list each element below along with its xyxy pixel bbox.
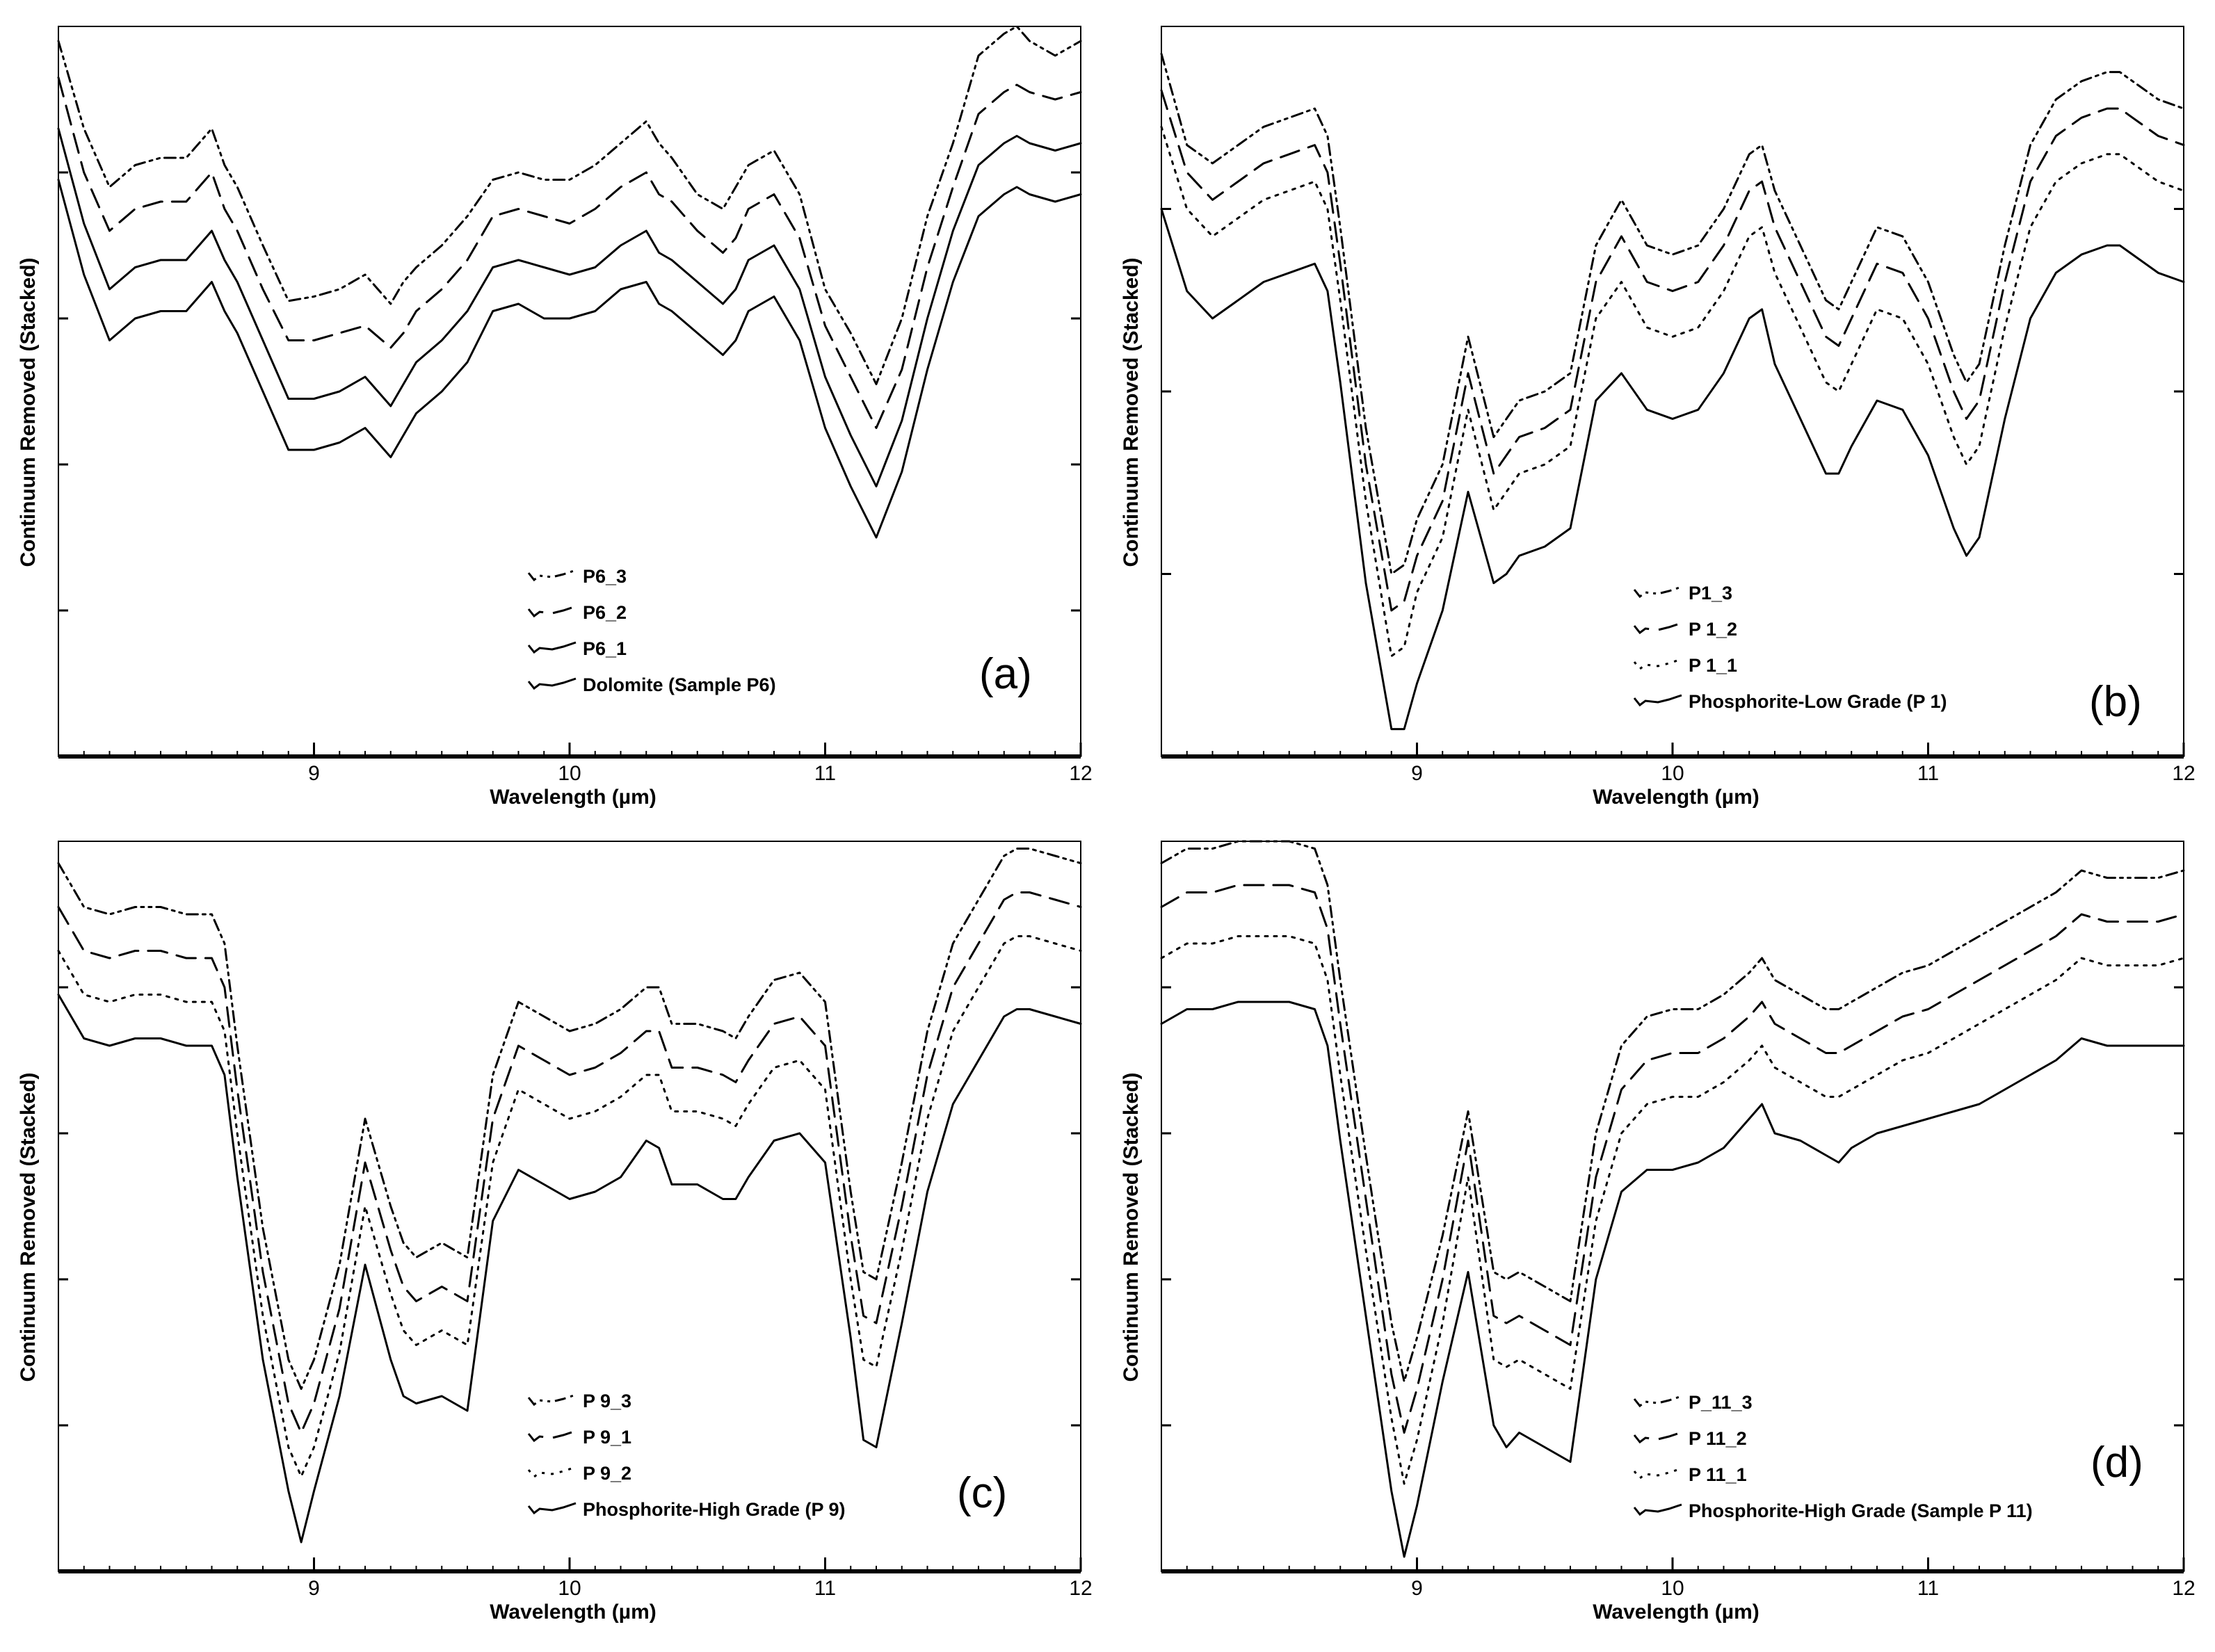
legend-swatch [527, 605, 577, 618]
legend-label: Phosphorite-High Grade (Sample P 11) [1689, 1500, 2033, 1521]
x-axis-label: Wavelength (µm) [1593, 786, 1759, 809]
chart-panel-d: 9 10 11 12 Wavelength (µm) Continuum Removed … [1120, 840, 2196, 1623]
legend-swatch [1633, 1503, 1682, 1516]
y-axis-label: Continuum Removed (Stacked) [1120, 1072, 1143, 1382]
series-line-2 [57, 891, 1082, 1434]
legend-swatch [1633, 1467, 1682, 1480]
series-line-4 [1160, 208, 2185, 731]
legend: P1_3 P 1_2 P 1_1 Phosphorite-Low Grade (P 1… [1633, 583, 1947, 712]
legend-label: Phosphorite-High Grade (P 9) [583, 1499, 846, 1520]
legend-label: P 9_3 [583, 1391, 631, 1411]
panel-label: (b) [2089, 678, 2142, 726]
x-axis-label: Wavelength (µm) [490, 786, 657, 809]
legend-label: P 9_2 [583, 1463, 631, 1484]
plot-frame [1161, 26, 2184, 757]
legend: P 9_3 P 9_1 P 9_2 Phosphorite-High Grade (P… [527, 1391, 846, 1520]
legend-label: Dolomite (Sample P6) [583, 674, 776, 695]
plot-frame [58, 26, 1081, 757]
chart-panel-b: 9 10 11 12 Wavelength (µm) Continuum Removed … [1120, 26, 2196, 809]
legend-swatch [527, 641, 577, 654]
series-line-2 [57, 76, 1082, 429]
legend-label: P6_2 [583, 602, 627, 623]
chart-panel-a: 9 10 11 12 Wavelength (µm) Continuum Removed … [17, 25, 1093, 809]
x-tick-label: 9 [1411, 1577, 1423, 1600]
legend-swatch [527, 1393, 577, 1407]
legend-swatch [1633, 694, 1682, 707]
x-tick-label: 11 [814, 1577, 836, 1600]
series-line-2 [1160, 884, 2185, 1434]
legend-label: P6_3 [583, 566, 627, 587]
legend-label: P_11_3 [1689, 1392, 1753, 1413]
legend-label: Phosphorite-Low Grade (P 1) [1689, 691, 1947, 712]
x-tick-label: 12 [2172, 1577, 2195, 1600]
legend-swatch [1633, 1431, 1682, 1444]
x-axis-label: Wavelength (µm) [490, 1601, 657, 1623]
legend-swatch [527, 1502, 577, 1515]
legend-label: P6_1 [583, 638, 627, 659]
legend-label: P 11_1 [1689, 1464, 1747, 1485]
x-tick-label: 10 [558, 762, 581, 785]
plot-frame [58, 841, 1081, 1572]
y-axis-label: Continuum Removed (Stacked) [17, 257, 40, 567]
legend-swatch [1633, 622, 1682, 635]
series-line-4 [1160, 1001, 2185, 1558]
series-line-1 [1160, 840, 2185, 1383]
series-line-3 [1160, 125, 2185, 658]
x-tick-label: 11 [814, 762, 836, 785]
panel-label: (c) [957, 1469, 1007, 1517]
series-line-1 [57, 25, 1082, 385]
legend-swatch [1633, 658, 1682, 671]
legend-swatch [527, 1430, 577, 1443]
x-tick-label: 12 [1069, 1577, 1092, 1600]
panel-label: (d) [2091, 1439, 2143, 1487]
legend-label: P 11_2 [1689, 1428, 1747, 1449]
legend-swatch [527, 1466, 577, 1479]
x-tick-label: 10 [558, 1577, 581, 1600]
legend-label: P 1_1 [1689, 655, 1737, 676]
x-tick-label: 10 [1661, 1577, 1684, 1600]
legend-swatch [527, 677, 577, 690]
legend-label: P 9_1 [583, 1427, 631, 1448]
x-tick-label: 9 [308, 1577, 320, 1600]
panel-label: (a) [979, 650, 1032, 698]
legend-label: P 1_2 [1689, 619, 1737, 640]
series-line-4 [57, 994, 1082, 1544]
x-tick-label: 9 [308, 762, 320, 785]
series-line-3 [57, 935, 1082, 1477]
legend-swatch [527, 569, 577, 582]
x-axis-label: Wavelength (µm) [1593, 1601, 1759, 1623]
x-tick-label: 12 [1069, 762, 1092, 785]
series-line-2 [1160, 89, 2185, 612]
x-tick-label: 11 [1917, 1577, 1939, 1600]
x-tick-label: 12 [2172, 762, 2195, 785]
y-axis-label: Continuum Removed (Stacked) [17, 1072, 40, 1382]
chart-panel-c: 9 10 11 12 Wavelength (µm) Continuum Removed … [17, 841, 1093, 1623]
series-line-1 [57, 848, 1082, 1390]
legend: P_11_3 P 11_2 P 11_1 Phosphorite-High Grade… [1633, 1392, 2033, 1521]
legend-swatch [1633, 585, 1682, 599]
x-tick-label: 10 [1661, 762, 1684, 785]
y-axis-label: Continuum Removed (Stacked) [1120, 257, 1143, 567]
legend: P6_3 P6_2 P6_1 Dolomite (Sample P6) [527, 566, 776, 695]
series-line-1 [1160, 52, 2185, 575]
legend-swatch [1633, 1395, 1682, 1408]
series-line-3 [57, 127, 1082, 487]
x-tick-label: 9 [1411, 762, 1423, 785]
x-tick-label: 11 [1917, 762, 1939, 785]
series-line-3 [1160, 935, 2185, 1485]
legend-label: P1_3 [1689, 583, 1732, 604]
series-line-4 [57, 179, 1082, 539]
